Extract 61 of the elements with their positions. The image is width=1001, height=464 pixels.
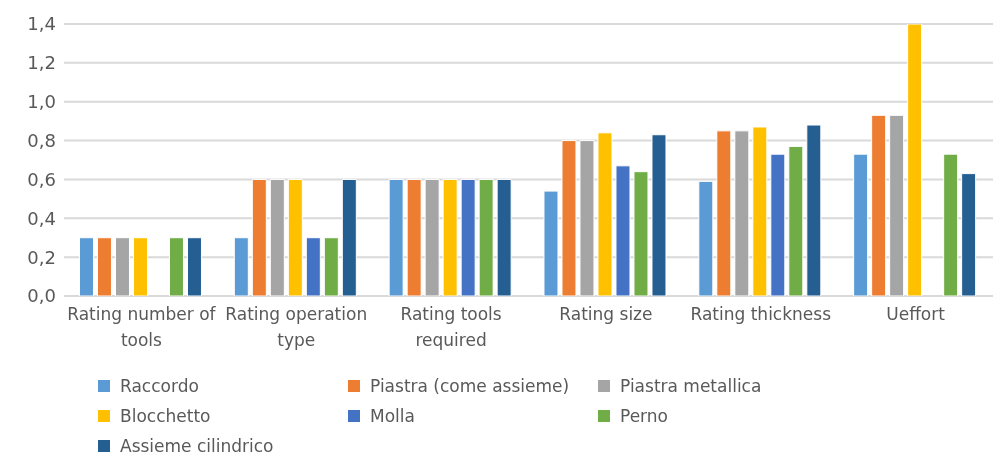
legend-label: Piastra metallica: [620, 376, 762, 396]
x-tick-label: Rating tools required: [400, 304, 502, 350]
bar: [597, 132, 613, 296]
y-tick-label: 1,2: [27, 52, 56, 74]
bar: [806, 124, 822, 296]
bar: [579, 140, 595, 296]
y-tick-label: 1,0: [27, 91, 56, 113]
bar: [460, 178, 476, 296]
bar: [752, 126, 768, 296]
bar: [341, 178, 357, 296]
bar: [287, 178, 303, 296]
bar: [615, 165, 631, 296]
bar: [251, 178, 267, 296]
bar: [233, 237, 249, 296]
legend-label: Raccordo: [120, 376, 199, 396]
y-tick-label: 0,4: [27, 207, 56, 229]
x-tick-label: Rating size: [559, 304, 653, 324]
y-tick-label: 0,6: [27, 168, 56, 190]
x-tick-label: Rating thickness: [690, 304, 832, 324]
legend-label: Perno: [620, 406, 668, 426]
bar: [561, 140, 577, 296]
bar: [633, 171, 649, 296]
bar: [424, 178, 440, 296]
bar: [269, 178, 285, 296]
bar: [698, 180, 714, 296]
bar: [78, 237, 94, 296]
bar: [96, 237, 112, 296]
bar: [716, 130, 732, 296]
bar: [853, 153, 869, 296]
bar: [406, 178, 422, 296]
bar: [788, 145, 804, 296]
bar: [907, 24, 923, 296]
bar: [543, 190, 559, 296]
x-tick-label: Rating operation type: [225, 304, 368, 350]
x-tick-label: Rating number of tools: [67, 304, 217, 350]
y-tick-label: 1,4: [27, 13, 56, 35]
bar: [651, 134, 667, 296]
bar: [889, 114, 905, 296]
bar: [478, 178, 494, 296]
bar: [323, 237, 339, 296]
legend-label: Blocchetto: [120, 406, 211, 426]
legend-label: Assieme cilindrico: [120, 436, 274, 456]
y-tick-label: 0,0: [27, 285, 56, 307]
bar: [114, 237, 130, 296]
legend-label: Piastra (come assieme): [370, 376, 570, 396]
bar: [961, 173, 977, 296]
y-tick-label: 0,2: [27, 246, 56, 268]
bar: [734, 130, 750, 296]
x-tick-label: Ueffort: [886, 304, 946, 324]
bar: [186, 237, 202, 296]
bar: [871, 114, 887, 296]
bar: [132, 237, 148, 296]
bar: [442, 178, 458, 296]
bar: [770, 153, 786, 296]
bar: [168, 237, 184, 296]
bar: [496, 178, 512, 296]
legend-label: Molla: [370, 406, 415, 426]
y-tick-label: 0,8: [27, 129, 56, 151]
bar: [388, 178, 404, 296]
bar: [305, 237, 321, 296]
bar: [943, 153, 959, 296]
